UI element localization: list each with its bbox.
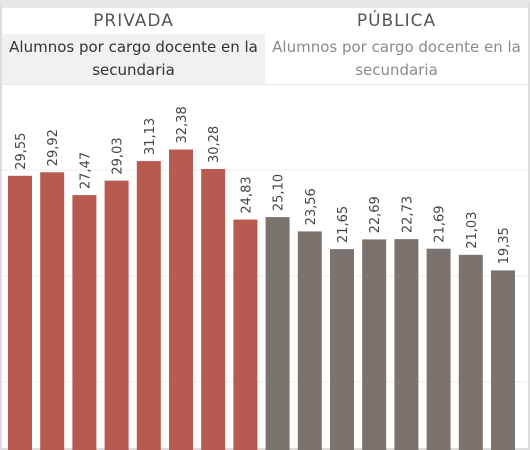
privada-data-label-2: 29,92 (46, 129, 61, 166)
publica-data-label-3: 21,65 (336, 206, 351, 243)
publica-header: PÚBLICA Alumnos por cargo docente en la … (265, 8, 528, 84)
publica-bar-8[interactable] (491, 270, 515, 450)
publica-bar-2[interactable] (297, 231, 322, 450)
privada-data-label-3: 27,47 (78, 152, 93, 189)
privada-bar-8[interactable] (233, 219, 258, 450)
privada-data-label-5: 31,13 (143, 118, 158, 155)
privada-data-label-4: 29,03 (111, 137, 126, 174)
privada-bar-1[interactable] (8, 175, 32, 450)
publica-bar-5[interactable] (394, 239, 419, 450)
publica-data-label-5: 22,73 (400, 196, 415, 233)
privada-header: PRIVADA Alumnos por cargo docente en la … (2, 8, 265, 84)
header-divider (2, 84, 528, 85)
privada-bar-2[interactable] (40, 172, 65, 450)
publica-data-label-7: 21,03 (465, 212, 480, 249)
panel-headers: PRIVADA Alumnos por cargo docente en la … (2, 8, 528, 84)
publica-data-label-6: 21,69 (433, 205, 448, 242)
publica-data-label-8: 19,35 (497, 227, 512, 264)
privada-bar-7[interactable] (201, 169, 226, 450)
privada-bar-4[interactable] (104, 180, 129, 450)
privada-subtitle: Alumnos por cargo docente en la secundar… (2, 34, 265, 84)
privada-data-label-1: 29,55 (14, 133, 29, 170)
publica-data-label-1: 25,10 (272, 174, 287, 211)
privada-data-label-6: 32,38 (175, 106, 190, 143)
publica-bar-4[interactable] (362, 239, 387, 450)
publica-title: PÚBLICA (356, 11, 437, 31)
publica-bar-6[interactable] (426, 248, 451, 450)
privada-bar-6[interactable] (169, 149, 193, 450)
publica-data-label-2: 23,56 (304, 188, 319, 225)
privada-title: PRIVADA (93, 11, 174, 31)
publica-bar-7[interactable] (458, 254, 483, 450)
publica-data-label-4: 22,69 (368, 196, 383, 233)
publica-bar-1[interactable] (265, 217, 290, 450)
privada-data-label-8: 24,83 (239, 176, 254, 213)
publica-bar-3[interactable] (330, 249, 354, 450)
privada-data-label-7: 30,28 (207, 126, 222, 163)
publica-subtitle: Alumnos por cargo docente en la secundar… (265, 34, 528, 84)
privada-bar-5[interactable] (136, 161, 161, 450)
privada-bar-3[interactable] (72, 195, 97, 450)
